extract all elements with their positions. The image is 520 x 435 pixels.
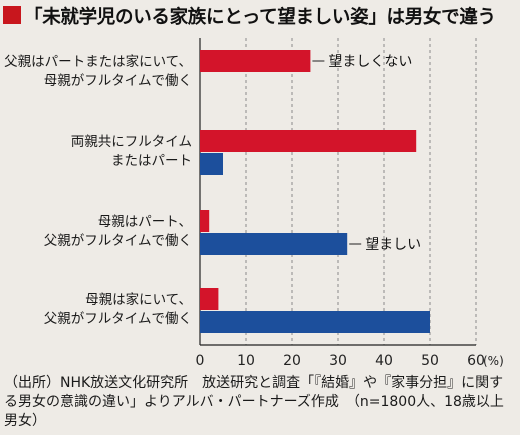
title-marker bbox=[3, 6, 21, 24]
category-label: 母親はパート、 bbox=[98, 214, 192, 230]
chart-title: 「未就学児のいる家族にとって望ましい姿」は男女で違う bbox=[24, 7, 496, 28]
bar-desirable bbox=[200, 233, 348, 255]
category-label: 父親がフルタイムで働く bbox=[44, 311, 192, 327]
category-label: 母親がフルタイムで働く bbox=[44, 73, 192, 89]
bar-desirable bbox=[200, 153, 223, 175]
x-tick-label: 10 bbox=[237, 353, 255, 369]
category-label: 母親は家にいて、 bbox=[85, 291, 192, 308]
x-tick-label: 0 bbox=[196, 353, 205, 369]
x-tick-label: 30 bbox=[329, 353, 347, 369]
x-tick-label: 60 bbox=[467, 353, 485, 369]
category-label: またはパート bbox=[111, 153, 192, 169]
bar-desirable bbox=[200, 311, 430, 333]
annotation-label: 望ましい bbox=[365, 237, 421, 253]
bar-not-desirable bbox=[200, 50, 311, 72]
category-label: 父親はパートまたは家にいて、 bbox=[4, 53, 192, 70]
x-tick-label: 40 bbox=[375, 353, 393, 369]
category-label: 両親共にフルタイム bbox=[71, 134, 192, 150]
bar-not-desirable bbox=[200, 288, 219, 310]
bar-not-desirable bbox=[200, 210, 210, 232]
x-tick-label: 50 bbox=[421, 353, 439, 369]
title-bar: 「未就学児のいる家族にとって望ましい姿」は男女で違う bbox=[0, 0, 520, 30]
category-label: 父親がフルタイムで働く bbox=[44, 233, 192, 249]
x-tick-label: 20 bbox=[283, 353, 301, 369]
x-unit-label: (%) bbox=[483, 354, 504, 368]
annotation-label: 望ましくない bbox=[328, 54, 412, 70]
bar-chart: 0 10 20 30 40 50 60(%) 父親はパートまたは家にいて、母親がフルタイムで働… bbox=[4, 38, 504, 369]
bar-not-desirable bbox=[200, 130, 417, 152]
source-note: （出所）NHK放送文化研究所 放送研究と調査「『結婚』や『家事分担』に関する男女… bbox=[4, 375, 504, 429]
